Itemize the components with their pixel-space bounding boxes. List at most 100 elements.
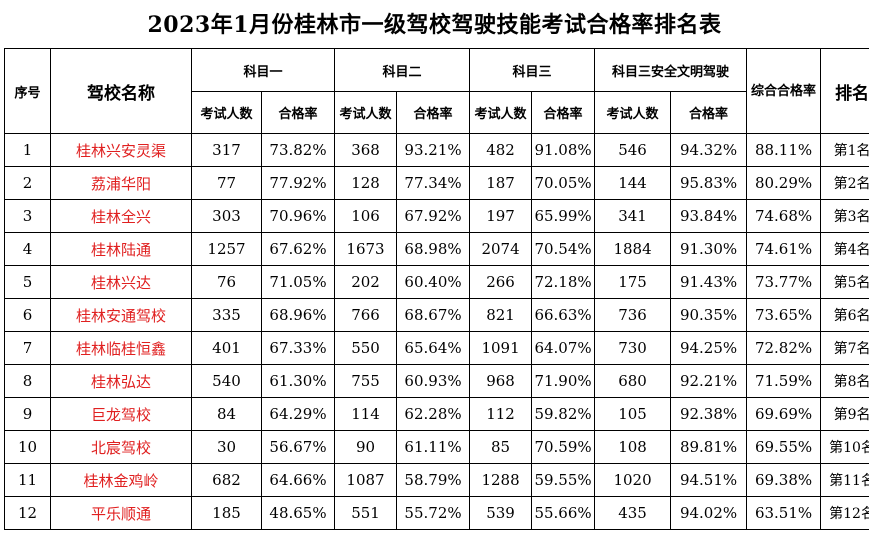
cell-composite: 73.65%	[746, 298, 822, 332]
cell-s2-count: 202	[334, 265, 398, 299]
cell-ss-count: 680	[594, 364, 672, 398]
cell-ss-rate: 94.25%	[670, 331, 748, 365]
ranking-table: 序号 驾校名称 科目一 科目二 科目三 科目三安全文明驾驶 综合合格率 排名 考…	[4, 48, 869, 530]
cell-s3-rate: 71.90%	[531, 364, 596, 398]
cell-no: 5	[4, 265, 51, 299]
cell-s1-rate: 77.92%	[260, 166, 336, 200]
header-s3-rate: 合格率	[531, 91, 596, 134]
cell-ss-rate: 89.81%	[670, 430, 748, 464]
cell-school-name: 桂林全兴	[50, 199, 192, 233]
cell-composite: 80.29%	[746, 166, 822, 200]
header-s1-count: 考试人数	[191, 91, 262, 134]
cell-s3-rate: 66.63%	[531, 298, 596, 332]
cell-s3-count: 197	[469, 199, 533, 233]
cell-ss-count: 175	[594, 265, 672, 299]
cell-ss-rate: 92.38%	[670, 397, 748, 431]
cell-s1-rate: 71.05%	[260, 265, 336, 299]
cell-ss-rate: 90.35%	[670, 298, 748, 332]
cell-rank: 第3名	[820, 199, 869, 233]
table-row: 3 桂林全兴 303 70.96% 106 67.92% 197 65.99% …	[4, 199, 869, 233]
cell-s3-count: 85	[469, 430, 533, 464]
cell-rank: 第6名	[820, 298, 869, 332]
cell-s1-rate: 64.66%	[260, 463, 336, 497]
cell-ss-rate: 95.83%	[670, 166, 748, 200]
cell-s1-rate: 64.29%	[260, 397, 336, 431]
cell-ss-rate: 91.43%	[670, 265, 748, 299]
header-rank: 排名	[820, 48, 869, 134]
cell-s1-count: 30	[191, 430, 262, 464]
header-no: 序号	[4, 48, 51, 134]
cell-s2-count: 766	[334, 298, 398, 332]
cell-ss-count: 730	[594, 331, 672, 365]
cell-school-name: 桂林弘达	[50, 364, 192, 398]
cell-no: 11	[4, 463, 51, 497]
cell-rank: 第9名	[820, 397, 869, 431]
table-body: 1 桂林兴安灵渠 317 73.82% 368 93.21% 482 91.08…	[4, 133, 869, 530]
cell-ss-rate: 92.21%	[670, 364, 748, 398]
cell-school-name: 桂林兴安灵渠	[50, 133, 192, 167]
cell-s3-rate: 64.07%	[531, 331, 596, 365]
cell-rank: 第11名	[820, 463, 869, 497]
cell-ss-count: 108	[594, 430, 672, 464]
cell-s3-rate: 65.99%	[531, 199, 596, 233]
cell-composite: 72.82%	[746, 331, 822, 365]
cell-school-name: 桂林安通驾校	[50, 298, 192, 332]
table-row: 12 平乐顺通 185 48.65% 551 55.72% 539 55.66%…	[4, 496, 869, 530]
cell-rank: 第1名	[820, 133, 869, 167]
cell-rank: 第5名	[820, 265, 869, 299]
cell-s3-rate: 55.66%	[531, 496, 596, 530]
cell-rank: 第10名	[820, 430, 869, 464]
cell-ss-rate: 94.32%	[670, 133, 748, 167]
cell-school-name: 北宸驾校	[50, 430, 192, 464]
cell-school-name: 平乐顺通	[50, 496, 192, 530]
cell-school-name: 桂林金鸡岭	[50, 463, 192, 497]
cell-s3-count: 2074	[469, 232, 533, 266]
cell-s1-count: 401	[191, 331, 262, 365]
cell-s1-rate: 67.62%	[260, 232, 336, 266]
cell-ss-count: 105	[594, 397, 672, 431]
cell-s2-count: 551	[334, 496, 398, 530]
cell-s1-rate: 67.33%	[260, 331, 336, 365]
cell-s3-count: 968	[469, 364, 533, 398]
header-s3-count: 考试人数	[469, 91, 533, 134]
header-school: 驾校名称	[50, 48, 192, 134]
table-row: 2 荔浦华阳 77 77.92% 128 77.34% 187 70.05% 1…	[4, 166, 869, 200]
cell-s2-count: 550	[334, 331, 398, 365]
cell-s3-count: 187	[469, 166, 533, 200]
cell-s3-rate: 70.59%	[531, 430, 596, 464]
cell-no: 3	[4, 199, 51, 233]
cell-s2-rate: 60.93%	[396, 364, 471, 398]
cell-s2-count: 106	[334, 199, 398, 233]
header-s2-rate: 合格率	[396, 91, 471, 134]
cell-rank: 第4名	[820, 232, 869, 266]
cell-composite: 74.68%	[746, 199, 822, 233]
cell-s1-count: 335	[191, 298, 262, 332]
cell-no: 8	[4, 364, 51, 398]
cell-composite: 69.69%	[746, 397, 822, 431]
cell-s3-rate: 70.05%	[531, 166, 596, 200]
cell-composite: 71.59%	[746, 364, 822, 398]
table-row: 6 桂林安通驾校 335 68.96% 766 68.67% 821 66.63…	[4, 298, 869, 332]
cell-composite: 88.11%	[746, 133, 822, 167]
cell-s2-count: 128	[334, 166, 398, 200]
cell-composite: 73.77%	[746, 265, 822, 299]
cell-s3-count: 1091	[469, 331, 533, 365]
cell-composite: 69.55%	[746, 430, 822, 464]
table-row: 9 巨龙驾校 84 64.29% 114 62.28% 112 59.82% 1…	[4, 397, 869, 431]
cell-s2-rate: 55.72%	[396, 496, 471, 530]
cell-s2-rate: 77.34%	[396, 166, 471, 200]
cell-s1-count: 303	[191, 199, 262, 233]
table-row: 8 桂林弘达 540 61.30% 755 60.93% 968 71.90% …	[4, 364, 869, 398]
header-subject1: 科目一	[190, 48, 336, 92]
cell-s1-rate: 73.82%	[260, 133, 336, 167]
cell-ss-rate: 91.30%	[670, 232, 748, 266]
cell-s1-rate: 56.67%	[260, 430, 336, 464]
cell-s2-count: 1087	[334, 463, 398, 497]
cell-school-name: 桂林兴达	[50, 265, 192, 299]
cell-ss-rate: 94.02%	[670, 496, 748, 530]
cell-rank: 第7名	[820, 331, 869, 365]
cell-s2-rate: 65.64%	[396, 331, 471, 365]
cell-no: 6	[4, 298, 51, 332]
cell-no: 9	[4, 397, 51, 431]
